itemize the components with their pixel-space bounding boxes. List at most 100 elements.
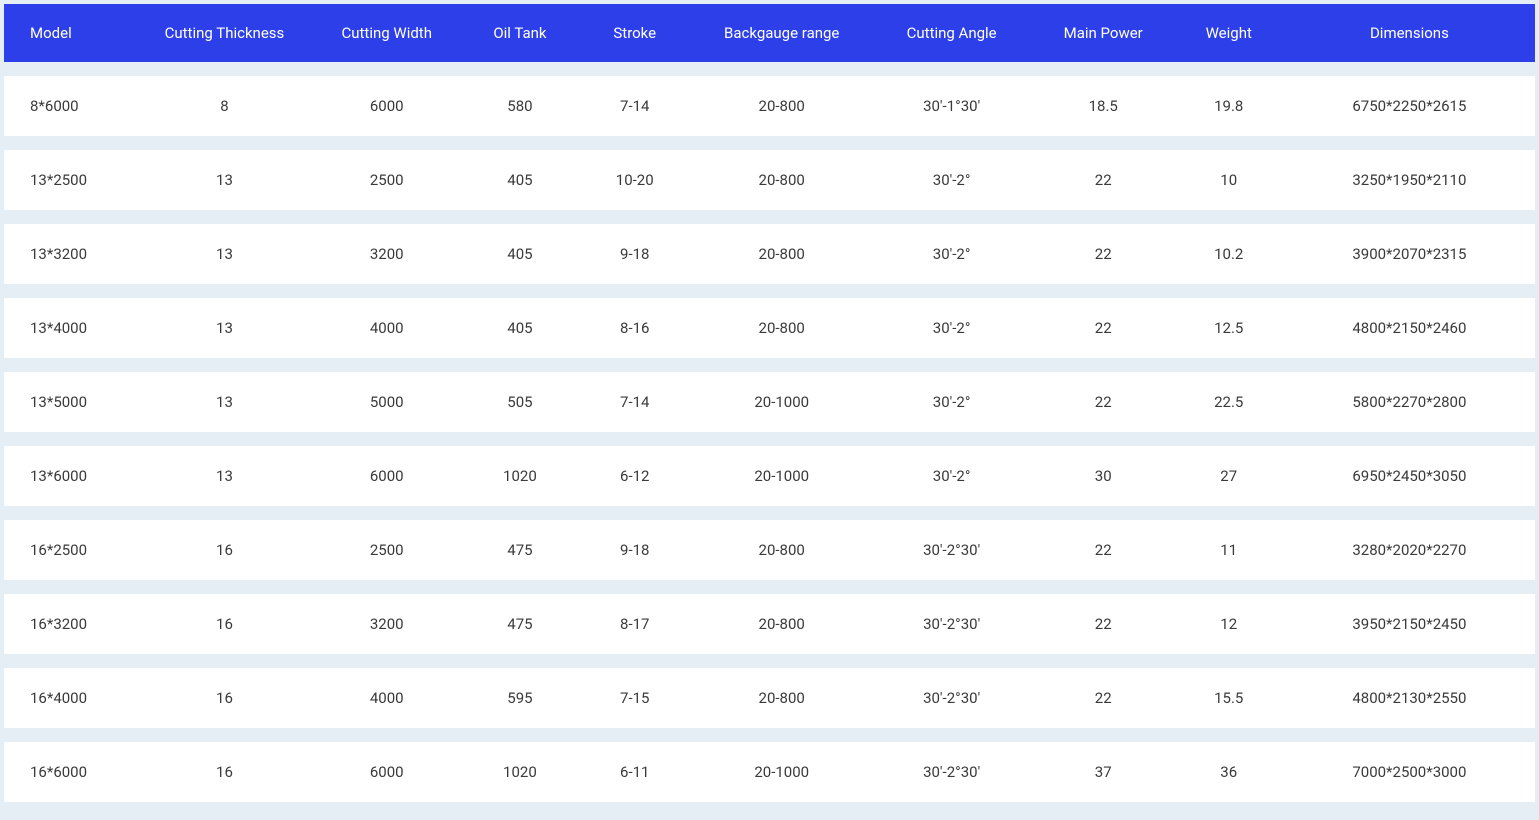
table-cell: 4800*2130*2550	[1284, 689, 1535, 707]
table-header-row: Model Cutting Thickness Cutting Width Oi…	[4, 4, 1535, 62]
table-cell: 8-17	[577, 615, 693, 633]
table-cell: 13*3200	[4, 245, 139, 263]
table-cell: 20-800	[693, 615, 871, 633]
table-cell: 10	[1174, 171, 1284, 189]
table-cell: 30'-2°	[871, 467, 1033, 485]
table-cell: 12.5	[1174, 319, 1284, 337]
table-cell: 6950*2450*3050	[1284, 467, 1535, 485]
table-cell: 16	[139, 763, 310, 781]
table-cell: 13*2500	[4, 171, 139, 189]
table-cell: 30'-2°	[871, 245, 1033, 263]
table-cell: 20-800	[693, 689, 871, 707]
table-cell: 6-11	[577, 763, 693, 781]
table-row: 16*25001625004759-1820-80030'-2°30'22113…	[4, 520, 1535, 580]
table-cell: 9-18	[577, 245, 693, 263]
table-cell: 12	[1174, 615, 1284, 633]
table-cell: 505	[463, 393, 576, 411]
table-cell: 13	[139, 393, 310, 411]
table-cell: 5800*2270*2800	[1284, 393, 1535, 411]
table-cell: 3200	[310, 615, 463, 633]
col-header-backgauge-range: Backgauge range	[693, 24, 871, 42]
table-cell: 16	[139, 689, 310, 707]
table-cell: 475	[463, 541, 576, 559]
table-cell: 2500	[310, 541, 463, 559]
table-cell: 22	[1033, 319, 1174, 337]
table-cell: 405	[463, 171, 576, 189]
table-cell: 22	[1033, 615, 1174, 633]
table-cell: 11	[1174, 541, 1284, 559]
col-header-cutting-angle: Cutting Angle	[871, 24, 1033, 42]
table-cell: 405	[463, 319, 576, 337]
table-cell: 22	[1033, 541, 1174, 559]
table-cell: 13	[139, 467, 310, 485]
table-cell: 6000	[310, 97, 463, 115]
col-header-weight: Weight	[1174, 24, 1284, 42]
table-cell: 20-1000	[693, 393, 871, 411]
table-cell: 4000	[310, 689, 463, 707]
table-cell: 30'-2°	[871, 393, 1033, 411]
table-cell: 37	[1033, 763, 1174, 781]
col-header-main-power: Main Power	[1033, 24, 1174, 42]
table-row: 13*50001350005057-1420-100030'-2°2222.55…	[4, 372, 1535, 432]
col-header-dimensions: Dimensions	[1284, 24, 1535, 42]
table-cell: 8-16	[577, 319, 693, 337]
col-header-model: Model	[4, 24, 139, 42]
table-row: 16*600016600010206-1120-100030'-2°30'373…	[4, 742, 1535, 802]
table-cell: 18.5	[1033, 97, 1174, 115]
col-header-cutting-width: Cutting Width	[310, 24, 463, 42]
table-cell: 30	[1033, 467, 1174, 485]
table-cell: 8	[139, 97, 310, 115]
table-cell: 6750*2250*2615	[1284, 97, 1535, 115]
table-cell: 13	[139, 319, 310, 337]
table-cell: 30'-1°30'	[871, 97, 1033, 115]
table-cell: 475	[463, 615, 576, 633]
table-cell: 22	[1033, 393, 1174, 411]
table-cell: 16*3200	[4, 615, 139, 633]
table-cell: 1020	[463, 763, 576, 781]
table-cell: 36	[1174, 763, 1284, 781]
table-cell: 16*2500	[4, 541, 139, 559]
table-cell: 3900*2070*2315	[1284, 245, 1535, 263]
col-header-oil-tank: Oil Tank	[463, 24, 576, 42]
table-cell: 9-18	[577, 541, 693, 559]
table-cell: 7000*2500*3000	[1284, 763, 1535, 781]
table-cell: 22	[1033, 171, 1174, 189]
table-cell: 19.8	[1174, 97, 1284, 115]
table-cell: 30'-2°30'	[871, 689, 1033, 707]
table-body: 8*6000860005807-1420-80030'-1°30'18.519.…	[4, 76, 1535, 802]
table-cell: 20-800	[693, 171, 871, 189]
table-cell: 22.5	[1174, 393, 1284, 411]
table-cell: 580	[463, 97, 576, 115]
table-row: 13*600013600010206-1220-100030'-2°302769…	[4, 446, 1535, 506]
table-cell: 13*6000	[4, 467, 139, 485]
table-cell: 3950*2150*2450	[1284, 615, 1535, 633]
table-cell: 6000	[310, 467, 463, 485]
table-cell: 3280*2020*2270	[1284, 541, 1535, 559]
table-cell: 22	[1033, 689, 1174, 707]
table-cell: 3200	[310, 245, 463, 263]
table-cell: 13*4000	[4, 319, 139, 337]
table-cell: 30'-2°	[871, 319, 1033, 337]
table-cell: 2500	[310, 171, 463, 189]
table-cell: 6000	[310, 763, 463, 781]
table-cell: 7-14	[577, 393, 693, 411]
table-row: 13*40001340004058-1620-80030'-2°2212.548…	[4, 298, 1535, 358]
table-cell: 16*6000	[4, 763, 139, 781]
specs-table: Model Cutting Thickness Cutting Width Oi…	[4, 4, 1535, 802]
table-cell: 3250*1950*2110	[1284, 171, 1535, 189]
table-cell: 8*6000	[4, 97, 139, 115]
table-cell: 30'-2°30'	[871, 763, 1033, 781]
table-cell: 4800*2150*2460	[1284, 319, 1535, 337]
table-row: 13*250013250040510-2020-80030'-2°2210325…	[4, 150, 1535, 210]
table-cell: 20-1000	[693, 763, 871, 781]
table-cell: 405	[463, 245, 576, 263]
table-cell: 30'-2°30'	[871, 615, 1033, 633]
table-cell: 20-1000	[693, 467, 871, 485]
table-cell: 30'-2°	[871, 171, 1033, 189]
table-cell: 7-15	[577, 689, 693, 707]
table-row: 16*40001640005957-1520-80030'-2°30'2215.…	[4, 668, 1535, 728]
table-cell: 1020	[463, 467, 576, 485]
table-cell: 13	[139, 245, 310, 263]
col-header-stroke: Stroke	[577, 24, 693, 42]
table-cell: 4000	[310, 319, 463, 337]
